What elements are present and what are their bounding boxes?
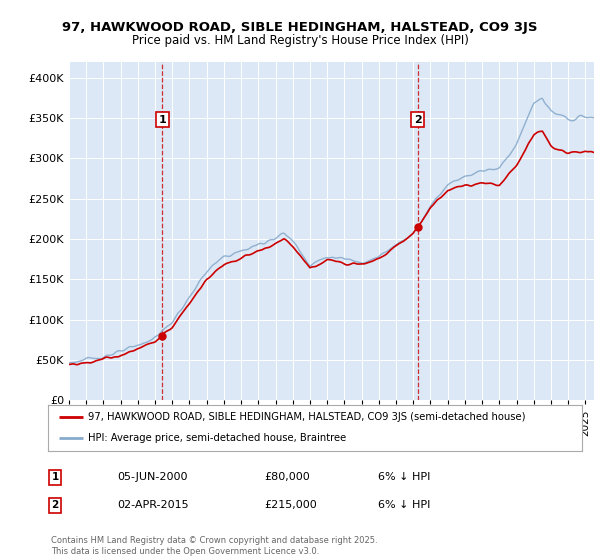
Text: £215,000: £215,000 bbox=[264, 500, 317, 510]
Text: 1: 1 bbox=[52, 472, 59, 482]
Text: £80,000: £80,000 bbox=[264, 472, 310, 482]
Text: Contains HM Land Registry data © Crown copyright and database right 2025.
This d: Contains HM Land Registry data © Crown c… bbox=[51, 536, 377, 556]
Text: 6% ↓ HPI: 6% ↓ HPI bbox=[378, 472, 430, 482]
Text: 2: 2 bbox=[413, 115, 421, 125]
Text: 1: 1 bbox=[158, 115, 166, 125]
Text: HPI: Average price, semi-detached house, Braintree: HPI: Average price, semi-detached house,… bbox=[88, 433, 346, 444]
Text: 97, HAWKWOOD ROAD, SIBLE HEDINGHAM, HALSTEAD, CO9 3JS: 97, HAWKWOOD ROAD, SIBLE HEDINGHAM, HALS… bbox=[62, 21, 538, 34]
Text: 6% ↓ HPI: 6% ↓ HPI bbox=[378, 500, 430, 510]
Text: 97, HAWKWOOD ROAD, SIBLE HEDINGHAM, HALSTEAD, CO9 3JS (semi-detached house): 97, HAWKWOOD ROAD, SIBLE HEDINGHAM, HALS… bbox=[88, 412, 526, 422]
Text: 2: 2 bbox=[52, 500, 59, 510]
Text: 05-JUN-2000: 05-JUN-2000 bbox=[117, 472, 187, 482]
Text: Price paid vs. HM Land Registry's House Price Index (HPI): Price paid vs. HM Land Registry's House … bbox=[131, 34, 469, 46]
Text: 02-APR-2015: 02-APR-2015 bbox=[117, 500, 188, 510]
